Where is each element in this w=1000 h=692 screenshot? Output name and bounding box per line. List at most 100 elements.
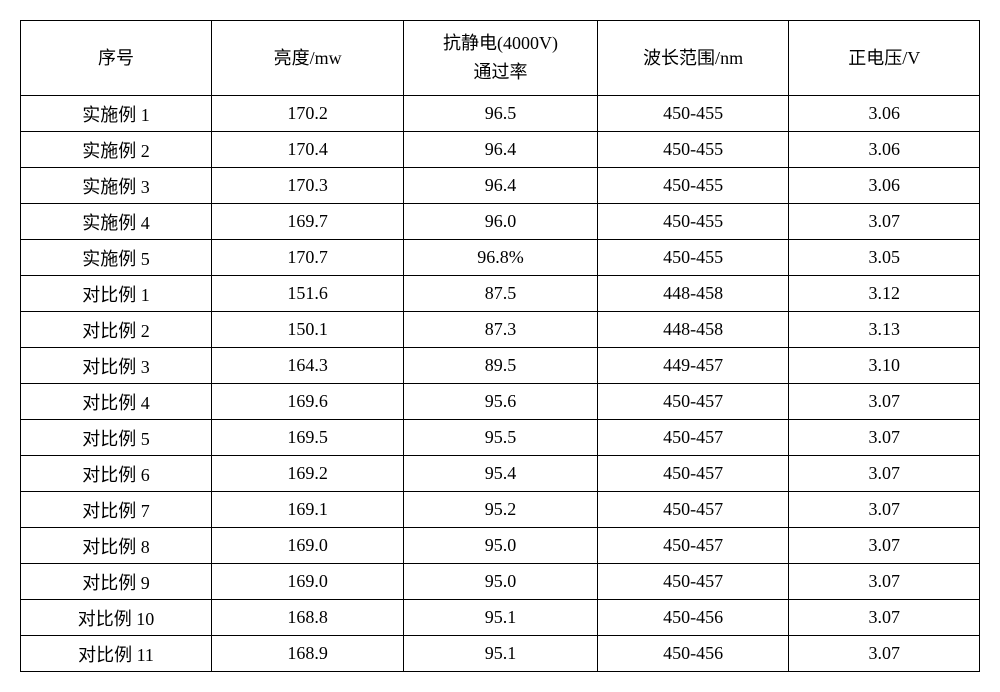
cell-wavelength: 450-455 [597, 204, 789, 240]
cell-brightness: 169.6 [212, 384, 404, 420]
cell-wavelength: 450-455 [597, 168, 789, 204]
cell-serial: 对比例 3 [21, 348, 212, 384]
cell-serial: 实施例 1 [21, 96, 212, 132]
header-voltage: 正电压/V [789, 21, 980, 96]
cell-voltage: 3.07 [789, 528, 980, 564]
header-antistatic-line1: 抗静电(4000V) [443, 33, 558, 53]
table-row: 对比例 1 151.6 87.5 448-458 3.12 [21, 276, 980, 312]
cell-voltage: 3.06 [789, 132, 980, 168]
cell-voltage: 3.10 [789, 348, 980, 384]
cell-serial: 对比例 7 [21, 492, 212, 528]
table-row: 对比例 4 169.6 95.6 450-457 3.07 [21, 384, 980, 420]
cell-wavelength: 450-456 [597, 600, 789, 636]
cell-antistatic: 95.5 [404, 420, 597, 456]
table-row: 实施例 1 170.2 96.5 450-455 3.06 [21, 96, 980, 132]
header-serial: 序号 [21, 21, 212, 96]
cell-antistatic: 95.0 [404, 528, 597, 564]
cell-wavelength: 450-455 [597, 240, 789, 276]
cell-voltage: 3.07 [789, 456, 980, 492]
cell-brightness: 170.4 [212, 132, 404, 168]
table-row: 对比例 3 164.3 89.5 449-457 3.10 [21, 348, 980, 384]
cell-brightness: 168.8 [212, 600, 404, 636]
header-brightness: 亮度/mw [212, 21, 404, 96]
cell-antistatic: 96.4 [404, 132, 597, 168]
cell-wavelength: 448-458 [597, 276, 789, 312]
cell-antistatic: 96.8% [404, 240, 597, 276]
cell-voltage: 3.07 [789, 600, 980, 636]
cell-voltage: 3.06 [789, 96, 980, 132]
cell-serial: 实施例 2 [21, 132, 212, 168]
cell-voltage: 3.07 [789, 420, 980, 456]
cell-serial: 实施例 5 [21, 240, 212, 276]
cell-voltage: 3.12 [789, 276, 980, 312]
cell-brightness: 169.7 [212, 204, 404, 240]
cell-wavelength: 450-455 [597, 96, 789, 132]
cell-antistatic: 95.6 [404, 384, 597, 420]
cell-wavelength: 448-458 [597, 312, 789, 348]
cell-voltage: 3.07 [789, 564, 980, 600]
cell-serial: 对比例 10 [21, 600, 212, 636]
cell-voltage: 3.07 [789, 204, 980, 240]
table-row: 对比例 10 168.8 95.1 450-456 3.07 [21, 600, 980, 636]
table-row: 对比例 9 169.0 95.0 450-457 3.07 [21, 564, 980, 600]
cell-serial: 对比例 1 [21, 276, 212, 312]
cell-antistatic: 96.4 [404, 168, 597, 204]
cell-brightness: 151.6 [212, 276, 404, 312]
table-row: 对比例 2 150.1 87.3 448-458 3.13 [21, 312, 980, 348]
cell-brightness: 170.3 [212, 168, 404, 204]
cell-wavelength: 450-457 [597, 492, 789, 528]
table-body: 实施例 1 170.2 96.5 450-455 3.06 实施例 2 170.… [21, 96, 980, 672]
cell-serial: 对比例 8 [21, 528, 212, 564]
cell-brightness: 169.0 [212, 564, 404, 600]
cell-serial: 实施例 3 [21, 168, 212, 204]
cell-brightness: 164.3 [212, 348, 404, 384]
cell-voltage: 3.05 [789, 240, 980, 276]
cell-wavelength: 450-457 [597, 564, 789, 600]
cell-wavelength: 450-457 [597, 528, 789, 564]
cell-voltage: 3.06 [789, 168, 980, 204]
cell-brightness: 169.5 [212, 420, 404, 456]
table-row: 实施例 3 170.3 96.4 450-455 3.06 [21, 168, 980, 204]
cell-brightness: 169.0 [212, 528, 404, 564]
table-header-row: 序号 亮度/mw 抗静电(4000V) 通过率 波长范围/nm 正电压/V [21, 21, 980, 96]
table-row: 对比例 5 169.5 95.5 450-457 3.07 [21, 420, 980, 456]
header-antistatic: 抗静电(4000V) 通过率 [404, 21, 597, 96]
table-row: 对比例 6 169.2 95.4 450-457 3.07 [21, 456, 980, 492]
header-wavelength: 波长范围/nm [597, 21, 789, 96]
cell-brightness: 150.1 [212, 312, 404, 348]
cell-antistatic: 95.1 [404, 600, 597, 636]
cell-wavelength: 450-457 [597, 384, 789, 420]
cell-antistatic: 89.5 [404, 348, 597, 384]
cell-antistatic: 95.0 [404, 564, 597, 600]
table-row: 实施例 2 170.4 96.4 450-455 3.06 [21, 132, 980, 168]
cell-antistatic: 96.5 [404, 96, 597, 132]
cell-serial: 对比例 4 [21, 384, 212, 420]
cell-brightness: 169.1 [212, 492, 404, 528]
cell-antistatic: 87.5 [404, 276, 597, 312]
cell-brightness: 170.2 [212, 96, 404, 132]
cell-wavelength: 450-457 [597, 420, 789, 456]
cell-wavelength: 450-455 [597, 132, 789, 168]
cell-wavelength: 449-457 [597, 348, 789, 384]
cell-antistatic: 95.4 [404, 456, 597, 492]
cell-antistatic: 95.2 [404, 492, 597, 528]
table-row: 实施例 4 169.7 96.0 450-455 3.07 [21, 204, 980, 240]
cell-wavelength: 450-457 [597, 456, 789, 492]
header-antistatic-line2: 通过率 [473, 62, 527, 82]
cell-brightness: 170.7 [212, 240, 404, 276]
cell-serial: 对比例 9 [21, 564, 212, 600]
cell-voltage: 3.13 [789, 312, 980, 348]
cell-antistatic: 96.0 [404, 204, 597, 240]
table-row: 对比例 7 169.1 95.2 450-457 3.07 [21, 492, 980, 528]
cell-serial: 实施例 4 [21, 204, 212, 240]
cell-serial: 对比例 5 [21, 420, 212, 456]
data-table: 序号 亮度/mw 抗静电(4000V) 通过率 波长范围/nm 正电压/V 实施… [20, 20, 980, 672]
cell-voltage: 3.07 [789, 384, 980, 420]
cell-brightness: 169.2 [212, 456, 404, 492]
cell-serial: 对比例 2 [21, 312, 212, 348]
cell-voltage: 3.07 [789, 492, 980, 528]
cell-antistatic: 87.3 [404, 312, 597, 348]
table-row: 对比例 8 169.0 95.0 450-457 3.07 [21, 528, 980, 564]
cell-serial: 对比例 6 [21, 456, 212, 492]
table-row: 实施例 5 170.7 96.8% 450-455 3.05 [21, 240, 980, 276]
